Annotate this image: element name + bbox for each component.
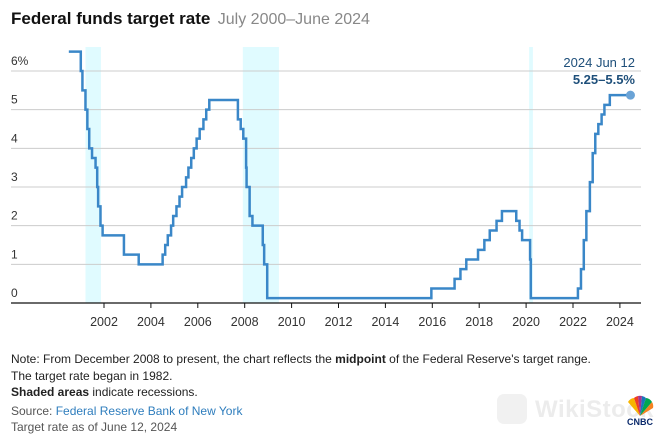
shaded-note-bold: Shaded areas (11, 385, 90, 399)
source-line: Source: Federal Reserve Bank of New York (11, 403, 611, 420)
note-text-post: of the Federal Reserve's target range. T… (11, 352, 591, 383)
x-tick-label: 2016 (418, 315, 446, 329)
x-tick-label: 2012 (325, 315, 353, 329)
x-tick-label: 2006 (184, 315, 212, 329)
chart-subtitle: July 2000–June 2024 (217, 11, 370, 28)
y-tick-label: 3 (11, 170, 18, 184)
annotation-value: 5.25–5.5% (573, 72, 636, 87)
note-text-bold: midpoint (335, 352, 386, 366)
y-tick-label: 4 (11, 131, 18, 145)
x-tick-label: 2004 (137, 315, 165, 329)
gridlines (11, 70, 641, 265)
rate-line (68, 50, 631, 300)
note-text: Note: From December 2008 to present, the… (11, 351, 611, 384)
recession-band (529, 47, 533, 303)
source-link[interactable]: Federal Reserve Bank of New York (55, 403, 243, 418)
x-tick-label: 2008 (231, 315, 259, 329)
cnbc-logo: CNBC (622, 394, 658, 430)
chart-title: Federal funds target rate (11, 9, 211, 28)
x-tick-label: 2024 (606, 315, 634, 329)
source-label: Source: (11, 403, 56, 418)
x-tick-label: 2002 (90, 315, 118, 329)
cnbc-text: CNBC (627, 417, 653, 427)
x-tick-label: 2010 (278, 315, 306, 329)
annotation-date: 2024 Jun 12 (563, 55, 635, 70)
wikistock-logo-icon (497, 394, 527, 424)
y-axis-labels: 0 1 2 3 4 5 6% (11, 54, 29, 300)
y-tick-label: 1 (11, 247, 18, 261)
watermark: WikiStock CNBC (497, 392, 657, 432)
x-tick-label: 2022 (559, 315, 587, 329)
x-tick-label: 2014 (371, 315, 399, 329)
x-tick-label: 2018 (465, 315, 493, 329)
latest-point-marker (625, 90, 635, 100)
recession-band (85, 47, 101, 303)
chart-notes: Note: From December 2008 to present, the… (11, 351, 611, 436)
as-of-note: Target rate as of June 12, 2024 (11, 420, 178, 434)
x-tick-label: 2020 (512, 315, 540, 329)
x-axis: 2002 2004 2006 2008 2010 2012 2014 2016 2018 2020… (11, 302, 641, 329)
y-tick-label: 6% (11, 54, 29, 68)
shaded-note-rest: indicate recessions. (89, 385, 198, 399)
rate-line-group (68, 50, 635, 300)
y-tick-label: 0 (11, 286, 18, 300)
note-text-pre: Note: From December 2008 to present, the… (11, 352, 336, 366)
y-tick-label: 2 (11, 209, 18, 223)
recession-bands (85, 47, 533, 303)
chart-title-row: Federal funds target rate July 2000–June… (11, 9, 370, 29)
latest-annotation: 2024 Jun 12 5.25–5.5% (563, 55, 635, 87)
shaded-note: Shaded areas indicate recessions. (11, 384, 611, 401)
cnbc-peacock-icon (628, 395, 654, 416)
recession-band (242, 47, 279, 303)
y-tick-label: 5 (11, 93, 18, 107)
